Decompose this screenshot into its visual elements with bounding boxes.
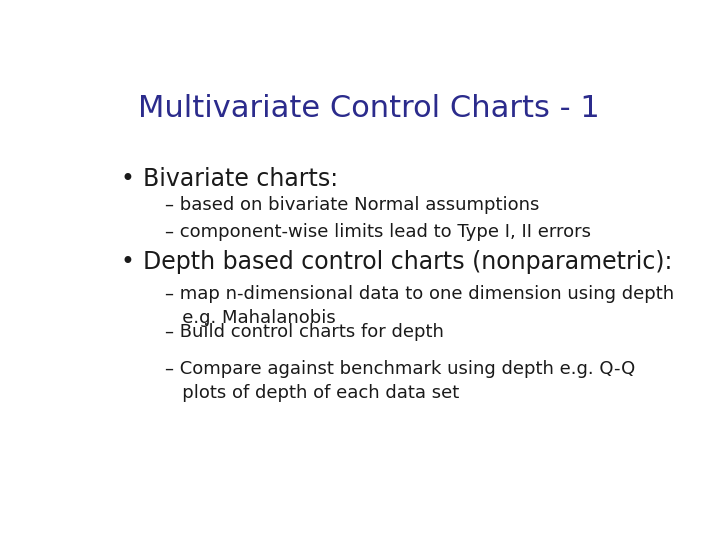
Text: – Build control charts for depth: – Build control charts for depth (166, 322, 444, 341)
Text: – based on bivariate Normal assumptions: – based on bivariate Normal assumptions (166, 196, 540, 214)
Text: Depth based control charts (nonparametric):: Depth based control charts (nonparametri… (143, 250, 672, 274)
Text: – component-wise limits lead to Type I, II errors: – component-wise limits lead to Type I, … (166, 223, 591, 241)
Text: •: • (121, 167, 135, 191)
Text: – map n-dimensional data to one dimension using depth
   e.g. Mahalanobis: – map n-dimensional data to one dimensio… (166, 285, 675, 327)
Text: – Compare against benchmark using depth e.g. Q-Q
   plots of depth of each data : – Compare against benchmark using depth … (166, 360, 636, 402)
Text: Multivariate Control Charts - 1: Multivariate Control Charts - 1 (138, 94, 600, 123)
Text: Bivariate charts:: Bivariate charts: (143, 167, 338, 191)
Text: •: • (121, 250, 135, 274)
